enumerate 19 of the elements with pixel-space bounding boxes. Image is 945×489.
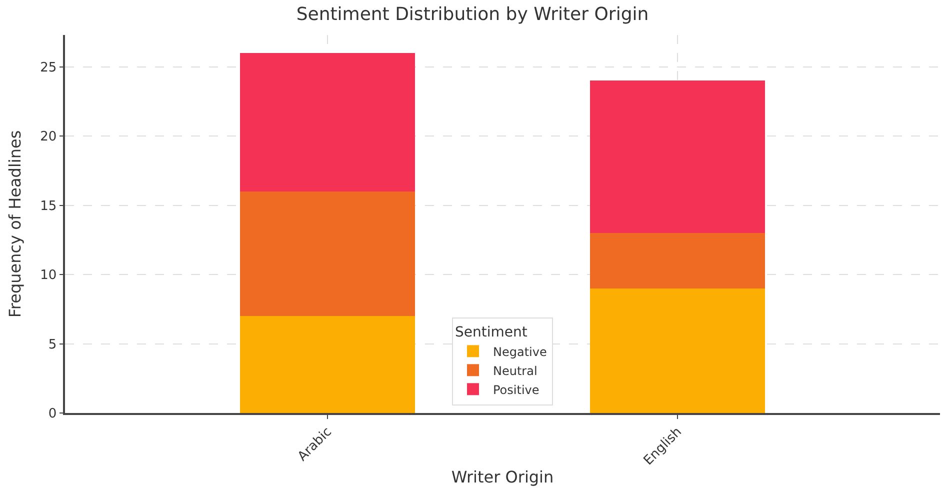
legend-label: Positive <box>493 382 540 397</box>
y-tick-label: 5 <box>48 337 57 352</box>
y-tick-label: 0 <box>48 406 57 422</box>
y-tick-label: 25 <box>40 60 57 76</box>
legend-title: Sentiment <box>455 324 528 341</box>
bar <box>590 80 765 233</box>
bar <box>240 53 415 192</box>
y-tick-label: 20 <box>40 130 57 145</box>
bar <box>590 288 765 413</box>
chart-title: Sentiment Distribution by Writer Origin <box>296 4 649 25</box>
legend-label: Negative <box>493 344 547 359</box>
bar <box>240 316 415 413</box>
legend-label: Neutral <box>493 364 538 378</box>
y-tick-label: 10 <box>40 268 57 284</box>
x-axis-title: Writer Origin <box>451 468 554 487</box>
y-axis-title: Frequency of Headlines <box>6 130 25 318</box>
bar <box>590 233 765 288</box>
y-tick-label: 15 <box>40 198 57 214</box>
bar <box>240 191 415 316</box>
